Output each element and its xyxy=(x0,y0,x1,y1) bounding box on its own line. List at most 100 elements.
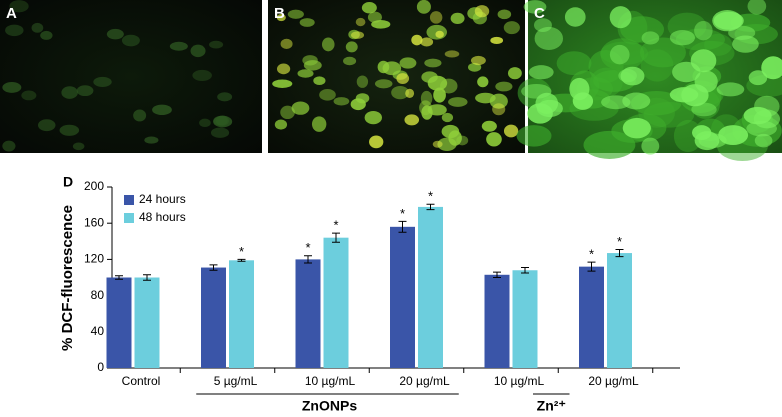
cell xyxy=(441,112,454,123)
cell xyxy=(411,34,423,46)
x-tick-label: 20 µg/mL xyxy=(588,374,639,388)
cell xyxy=(474,5,490,18)
cell xyxy=(424,58,442,68)
bar xyxy=(607,253,632,368)
cell xyxy=(416,0,431,14)
cell xyxy=(192,69,212,81)
bar xyxy=(229,260,254,368)
cell xyxy=(536,99,563,118)
cell xyxy=(583,130,636,159)
cell xyxy=(448,97,468,107)
bar xyxy=(390,226,415,368)
significance-marker: * xyxy=(239,244,244,259)
cell xyxy=(618,69,637,83)
cell xyxy=(427,75,448,91)
x-tick-label: 20 µg/mL xyxy=(399,374,450,388)
group-label: Zn²⁺ xyxy=(537,398,566,414)
cell xyxy=(704,33,733,56)
cell xyxy=(345,41,358,53)
cell xyxy=(133,109,147,122)
bar xyxy=(418,206,443,368)
cell xyxy=(209,40,224,49)
significance-marker: * xyxy=(589,247,594,262)
bar xyxy=(134,277,160,368)
cell xyxy=(503,21,520,35)
cell xyxy=(106,28,124,40)
cell xyxy=(355,17,366,27)
cell xyxy=(450,12,465,25)
bar xyxy=(579,266,604,368)
micrograph-a xyxy=(0,0,262,153)
cell xyxy=(9,0,29,13)
cell xyxy=(609,44,630,65)
cell xyxy=(669,87,699,103)
cell xyxy=(313,76,326,86)
cell xyxy=(72,142,85,151)
x-tick-label: 5 µg/mL xyxy=(214,374,258,388)
y-tick-label: 80 xyxy=(91,288,105,302)
legend-label: 48 hours xyxy=(139,210,186,224)
y-tick-label: 0 xyxy=(97,360,104,374)
bar xyxy=(323,237,349,368)
cell xyxy=(321,37,335,52)
error-bar xyxy=(143,274,151,281)
cell xyxy=(2,140,16,152)
error-bar xyxy=(115,275,123,280)
cell xyxy=(356,75,369,88)
y-tick-label: 40 xyxy=(91,324,105,338)
panel-label: B xyxy=(274,5,285,22)
cell xyxy=(444,50,460,58)
error-bar xyxy=(209,264,218,271)
cell xyxy=(40,30,53,40)
cell xyxy=(694,21,713,41)
cell xyxy=(694,70,718,93)
cell xyxy=(609,6,632,29)
error-bar xyxy=(521,267,529,274)
panel-label: A xyxy=(6,5,17,22)
y-tick-label: 160 xyxy=(84,215,104,229)
cell xyxy=(319,89,336,101)
cell xyxy=(144,136,159,144)
cell xyxy=(420,37,434,47)
cell xyxy=(486,132,502,147)
cell xyxy=(691,102,717,117)
y-tick-label: 120 xyxy=(84,252,104,266)
cell xyxy=(5,24,24,37)
error-bar xyxy=(332,232,340,243)
error-bar xyxy=(426,203,435,211)
cell xyxy=(404,114,420,126)
error-bar xyxy=(587,261,596,272)
cell xyxy=(639,37,686,68)
cell xyxy=(76,85,94,97)
cell xyxy=(280,38,293,49)
cell xyxy=(747,0,767,15)
cell xyxy=(732,35,759,53)
cell xyxy=(746,120,777,137)
cell xyxy=(448,130,462,146)
cell xyxy=(516,125,552,147)
cell xyxy=(287,9,304,19)
cell xyxy=(169,41,188,51)
cell xyxy=(355,93,370,104)
cell xyxy=(302,55,318,66)
x-tick-label: 10 µg/mL xyxy=(305,374,356,388)
cell xyxy=(435,30,444,38)
cell xyxy=(495,81,513,92)
cell xyxy=(492,103,506,116)
x-tick-label: Control xyxy=(122,374,161,388)
cell xyxy=(528,65,554,80)
bar xyxy=(106,277,132,368)
cell xyxy=(556,51,592,76)
cell xyxy=(399,57,417,69)
cell xyxy=(694,131,720,151)
cell xyxy=(299,18,315,27)
cell xyxy=(507,67,522,80)
cell xyxy=(369,135,384,149)
cell xyxy=(364,110,382,125)
cell xyxy=(622,117,651,139)
bar xyxy=(295,259,321,368)
legend-label: 24 hours xyxy=(139,192,186,206)
micrograph-c xyxy=(516,0,782,162)
cell xyxy=(21,90,37,101)
